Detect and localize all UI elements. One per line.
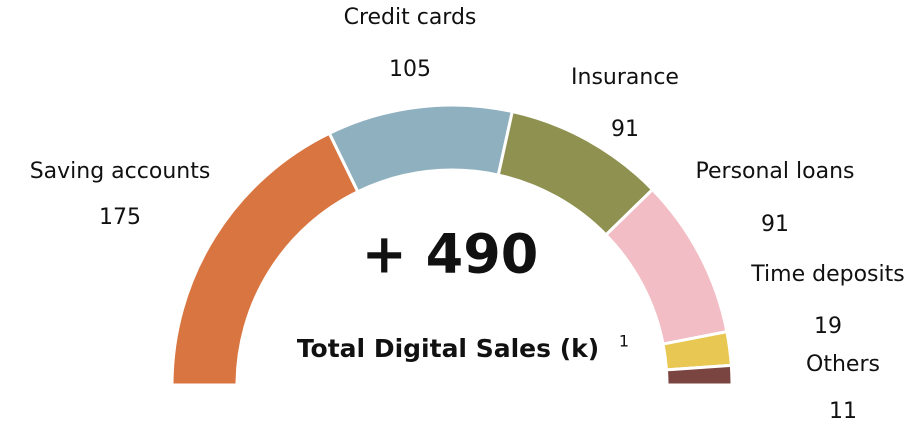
category-label: Others	[806, 352, 880, 377]
category-label: Personal loans	[696, 159, 855, 184]
value-label: 19	[814, 314, 842, 339]
segment	[327, 103, 515, 194]
value-label: 91	[611, 117, 639, 142]
category-label: Credit cards	[344, 5, 477, 30]
category-label: Time deposits	[750, 262, 904, 287]
value-label: 105	[389, 57, 431, 82]
value-label: 91	[761, 212, 789, 237]
category-label: Insurance	[571, 65, 679, 90]
segment	[664, 363, 734, 387]
value-label: 11	[829, 399, 857, 424]
footnote-marker: 1	[619, 332, 629, 351]
category-label: Saving accounts	[30, 159, 211, 184]
center-value: + 490	[362, 223, 539, 286]
center-label: Total Digital Sales (k)	[297, 334, 599, 363]
value-label: 175	[99, 205, 141, 230]
